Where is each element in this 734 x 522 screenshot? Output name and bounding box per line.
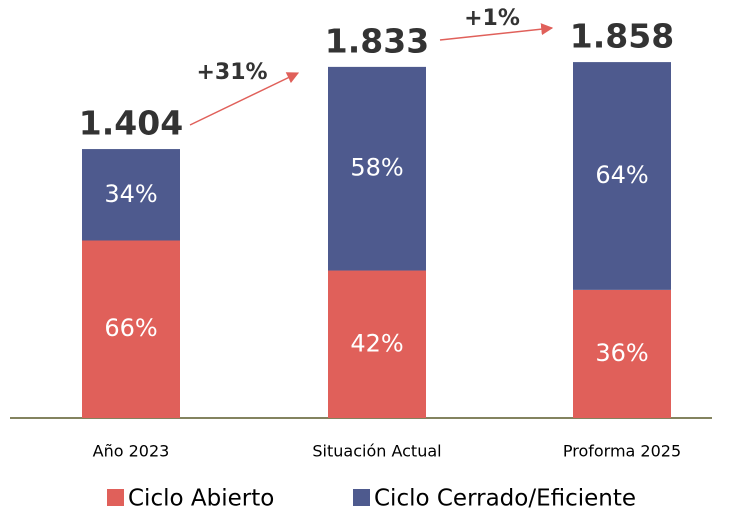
legend-label: Ciclo Cerrado/Eficiente xyxy=(374,486,636,512)
bar-segment xyxy=(328,270,426,418)
total-label: 1.404 xyxy=(79,104,183,143)
total-label: 1.833 xyxy=(325,21,429,60)
x-tick-label: Proforma 2025 xyxy=(563,442,681,461)
growth-label: +31% xyxy=(196,60,267,85)
x-tick-label: Año 2023 xyxy=(93,442,170,461)
bar-segment xyxy=(573,62,671,290)
legend-swatch xyxy=(107,489,124,506)
growth-label: +1% xyxy=(464,6,520,31)
segment-label: 64% xyxy=(595,161,648,189)
total-label: 1.858 xyxy=(570,17,674,56)
segment-label: 36% xyxy=(595,339,648,367)
segment-label: 58% xyxy=(350,154,403,182)
legend-swatch xyxy=(353,489,370,506)
bar-segment xyxy=(82,240,180,418)
growth-arrow xyxy=(189,72,300,126)
segment-label: 66% xyxy=(104,314,157,342)
segment-label: 34% xyxy=(104,180,157,208)
legend-label: Ciclo Abierto xyxy=(128,486,274,512)
x-tick-label: Situación Actual xyxy=(312,442,441,461)
bar-segment xyxy=(573,289,671,418)
segment-label: 42% xyxy=(350,329,403,357)
growth-arrow xyxy=(439,23,554,41)
bar-segment xyxy=(328,66,426,271)
bar-segment xyxy=(82,149,180,241)
